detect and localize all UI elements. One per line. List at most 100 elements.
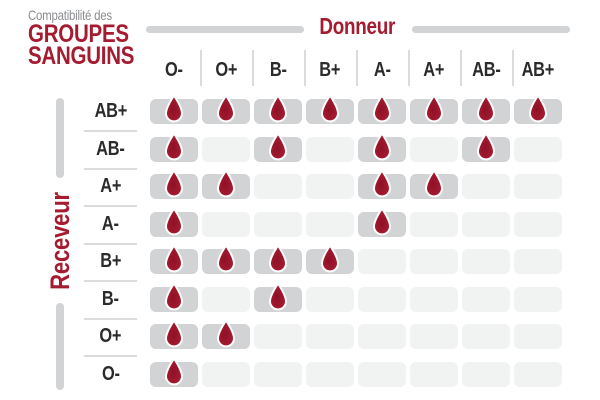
column-separator bbox=[459, 50, 462, 86]
row-separator bbox=[84, 242, 137, 245]
donor-column-header-label: O- bbox=[165, 58, 183, 81]
blood-drop-icon bbox=[217, 244, 235, 273]
blood-drop-icon bbox=[373, 207, 391, 235]
cell-A--from-O+ bbox=[202, 211, 250, 237]
receiver-row-header-label: B- bbox=[102, 287, 119, 310]
donor-column-header-A-: A- bbox=[358, 56, 406, 84]
cell-A+-from-B+ bbox=[306, 174, 354, 199]
blood-drop-icon bbox=[165, 282, 183, 310]
cell-AB--from-AB+ bbox=[514, 136, 562, 162]
donor-column-header-label: AB+ bbox=[521, 58, 555, 81]
cell-B+-from-AB+ bbox=[514, 249, 562, 274]
donor-axis-line-right bbox=[412, 26, 570, 33]
cell-B+-from-A- bbox=[358, 249, 406, 274]
blood-drop-icon bbox=[165, 132, 183, 160]
cell-AB+-from-B+ bbox=[306, 94, 354, 124]
cell-AB--from-A- bbox=[358, 132, 406, 162]
receiver-row-header-B-: B- bbox=[84, 287, 137, 312]
blood-drop-icon bbox=[373, 132, 391, 160]
blood-drop-icon bbox=[165, 207, 183, 235]
cell-O+-from-O- bbox=[150, 319, 198, 349]
donor-column-header-label: A- bbox=[373, 58, 391, 81]
cell-A--from-A- bbox=[358, 207, 406, 237]
receiver-row-header-B+: B+ bbox=[84, 249, 137, 274]
cell-A--from-B- bbox=[254, 211, 302, 237]
cell-AB+-from-B- bbox=[254, 94, 302, 124]
blood-drop-icon bbox=[477, 94, 495, 123]
receiver-row-header-label: AB- bbox=[96, 137, 125, 160]
receiver-axis-label-text: Receveur bbox=[44, 192, 75, 290]
donor-column-header-label: A+ bbox=[423, 58, 445, 81]
blood-drop-icon bbox=[373, 94, 391, 123]
donor-column-header-label: B+ bbox=[319, 58, 341, 81]
cell-AB+-from-AB- bbox=[462, 94, 510, 124]
cell-AB--from-O+ bbox=[202, 136, 250, 162]
column-separator bbox=[199, 50, 202, 86]
donor-axis-line-left bbox=[146, 26, 304, 33]
cell-O--from-O+ bbox=[202, 361, 250, 387]
receiver-row-header-label: O- bbox=[101, 362, 120, 385]
cell-AB--from-A+ bbox=[410, 136, 458, 162]
cell-AB+-from-A- bbox=[358, 94, 406, 124]
receiver-row-header-AB-: AB- bbox=[84, 137, 137, 162]
donor-column-header-O-: O- bbox=[150, 56, 198, 84]
row-separator bbox=[84, 130, 137, 132]
blood-drop-icon bbox=[477, 132, 495, 160]
cell-B--from-B+ bbox=[306, 286, 354, 312]
cell-B+-from-B- bbox=[254, 244, 302, 274]
receiver-row-header-label: O+ bbox=[99, 325, 122, 347]
cell-A+-from-O+ bbox=[202, 169, 250, 199]
donor-column-header-label: AB- bbox=[471, 58, 501, 81]
donor-column-header-AB-: AB- bbox=[462, 56, 510, 84]
receiver-axis-line-bottom bbox=[56, 303, 64, 390]
receiver-row-header-label: A- bbox=[102, 212, 119, 235]
row-separator bbox=[84, 317, 137, 320]
blood-drop-icon bbox=[321, 94, 339, 123]
cell-B+-from-B+ bbox=[306, 244, 354, 274]
cell-O--from-AB- bbox=[462, 361, 510, 387]
cell-O+-from-AB+ bbox=[514, 324, 562, 349]
column-separator bbox=[355, 50, 358, 86]
receiver-row-header-A-: A- bbox=[84, 212, 137, 237]
cell-A--from-A+ bbox=[410, 211, 458, 237]
blood-drop-icon bbox=[529, 94, 547, 123]
blood-drop-icon bbox=[217, 169, 235, 198]
cell-A+-from-A+ bbox=[410, 169, 458, 199]
cell-A+-from-B- bbox=[254, 174, 302, 199]
column-separator bbox=[407, 50, 410, 86]
donor-column-header-label: O+ bbox=[215, 58, 237, 81]
cell-B--from-O- bbox=[150, 282, 198, 312]
row-separator bbox=[84, 280, 137, 282]
blood-drop-icon bbox=[269, 244, 287, 273]
cell-B--from-B- bbox=[254, 282, 302, 312]
cell-B--from-A- bbox=[358, 286, 406, 312]
receiver-axis-label: Receveur bbox=[45, 175, 75, 306]
receiver-row-header-AB+: AB+ bbox=[84, 99, 137, 124]
receiver-row-header-label: B+ bbox=[100, 250, 121, 272]
cell-O--from-O- bbox=[150, 357, 198, 387]
column-separator bbox=[251, 50, 254, 86]
cell-AB+-from-AB+ bbox=[514, 94, 562, 124]
cell-B--from-A+ bbox=[410, 286, 458, 312]
cell-AB--from-B- bbox=[254, 132, 302, 162]
cell-B+-from-AB- bbox=[462, 249, 510, 274]
blood-drop-icon bbox=[165, 94, 183, 123]
cell-A+-from-AB- bbox=[462, 174, 510, 199]
blood-drop-icon bbox=[321, 244, 339, 273]
cell-B--from-AB- bbox=[462, 286, 510, 312]
blood-drop-icon bbox=[165, 169, 183, 198]
cell-A--from-AB+ bbox=[514, 211, 562, 237]
cell-AB--from-B+ bbox=[306, 136, 354, 162]
cell-O--from-A+ bbox=[410, 361, 458, 387]
receiver-row-header-A+: A+ bbox=[84, 174, 137, 199]
cell-B+-from-O- bbox=[150, 244, 198, 274]
receiver-row-header-O-: O- bbox=[84, 362, 137, 387]
cell-O+-from-A- bbox=[358, 324, 406, 349]
cell-AB+-from-A+ bbox=[410, 94, 458, 124]
cell-A--from-B+ bbox=[306, 211, 354, 237]
cell-AB--from-O- bbox=[150, 132, 198, 162]
blood-drop-icon bbox=[269, 94, 287, 123]
receiver-axis-line-top bbox=[56, 98, 64, 178]
compatibility-grid bbox=[150, 94, 570, 389]
